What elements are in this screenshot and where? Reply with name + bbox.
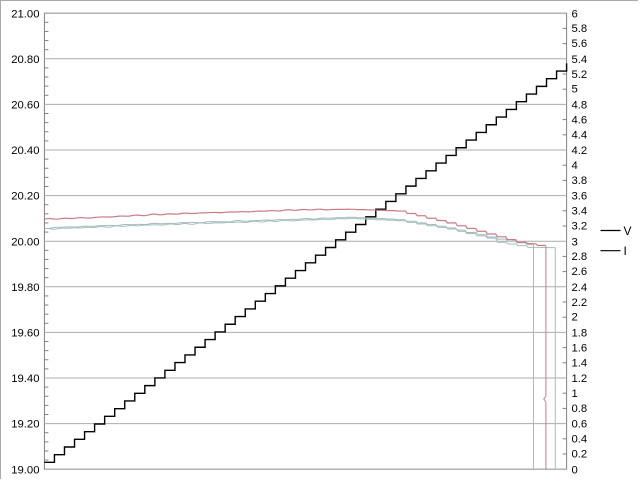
svg-text:1.6: 1.6 — [572, 342, 588, 354]
svg-text:19.80: 19.80 — [11, 282, 39, 294]
svg-text:20.00: 20.00 — [11, 236, 39, 248]
svg-text:4.4: 4.4 — [572, 129, 588, 141]
svg-text:0.4: 0.4 — [572, 434, 588, 446]
svg-text:20.20: 20.20 — [11, 191, 39, 203]
svg-text:2.2: 2.2 — [572, 297, 588, 309]
svg-text:6: 6 — [572, 8, 578, 20]
svg-text:1.8: 1.8 — [572, 328, 588, 340]
svg-text:3.2: 3.2 — [572, 221, 588, 233]
svg-text:19.60: 19.60 — [11, 328, 39, 340]
svg-text:0.2: 0.2 — [572, 449, 588, 461]
svg-text:19.20: 19.20 — [11, 419, 39, 431]
svg-text:4: 4 — [572, 160, 578, 172]
svg-text:0.6: 0.6 — [572, 419, 588, 431]
svg-text:I: I — [624, 244, 627, 258]
svg-text:0.8: 0.8 — [572, 403, 588, 415]
svg-text:0: 0 — [572, 464, 578, 476]
svg-text:2: 2 — [572, 312, 578, 324]
svg-text:20.40: 20.40 — [11, 145, 39, 157]
svg-text:3.8: 3.8 — [572, 175, 588, 187]
svg-text:4.2: 4.2 — [572, 145, 588, 157]
svg-text:5: 5 — [572, 84, 578, 96]
svg-text:21.00: 21.00 — [11, 8, 39, 20]
svg-text:4.6: 4.6 — [572, 114, 588, 126]
svg-text:3.4: 3.4 — [572, 206, 588, 218]
svg-text:1.2: 1.2 — [572, 373, 588, 385]
svg-text:V: V — [624, 224, 632, 238]
svg-text:1: 1 — [572, 388, 578, 400]
svg-text:20.60: 20.60 — [11, 100, 39, 112]
svg-text:5.2: 5.2 — [572, 69, 588, 81]
svg-text:5.8: 5.8 — [572, 23, 588, 35]
svg-text:5.6: 5.6 — [572, 38, 588, 50]
svg-text:20.80: 20.80 — [11, 54, 39, 66]
svg-text:5.4: 5.4 — [572, 54, 588, 66]
svg-text:1.4: 1.4 — [572, 357, 588, 369]
svg-text:19.40: 19.40 — [11, 373, 39, 385]
svg-text:2.8: 2.8 — [572, 251, 588, 263]
svg-text:3.6: 3.6 — [572, 191, 588, 203]
svg-text:4.8: 4.8 — [572, 100, 588, 112]
svg-text:3: 3 — [572, 236, 578, 248]
svg-text:2.6: 2.6 — [572, 266, 588, 278]
svg-text:19.00: 19.00 — [11, 464, 39, 476]
svg-text:2.4: 2.4 — [572, 282, 588, 294]
